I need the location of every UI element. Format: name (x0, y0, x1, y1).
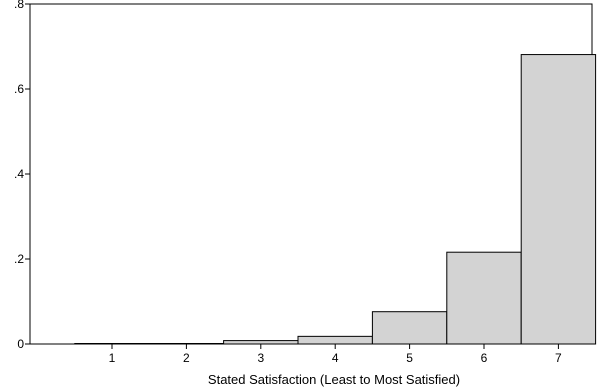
bars-group (74, 54, 597, 345)
x-tick-label-4: 4 (332, 351, 339, 365)
bar-5 (371, 311, 448, 345)
y-tick-label-1: .2 (14, 252, 24, 266)
y-axis: 0 .2 .4 .6 .8 (14, 0, 30, 351)
x-axis-title: Stated Satisfaction (Least to Most Satis… (208, 372, 460, 387)
x-tick-label-1: 1 (109, 351, 116, 365)
x-tick-label-5: 5 (406, 351, 413, 365)
bar-4 (297, 335, 373, 345)
x-tick-label-2: 2 (183, 351, 190, 365)
bar-1 (74, 343, 150, 345)
x-tick-label-7: 7 (555, 351, 562, 365)
x-tick-label-6: 6 (481, 351, 488, 365)
bar-2 (148, 343, 225, 345)
y-tick-label-4: .8 (14, 0, 24, 11)
y-tick-label-0: 0 (17, 337, 24, 351)
x-tick-label-3: 3 (257, 351, 264, 365)
x-axis: 1 2 3 4 5 6 7 (109, 344, 562, 365)
bar-7 (520, 54, 597, 345)
y-tick-label-3: .6 (14, 82, 24, 96)
bar-6 (446, 251, 522, 345)
bar-3 (223, 340, 299, 345)
y-tick-label-2: .4 (14, 167, 24, 181)
